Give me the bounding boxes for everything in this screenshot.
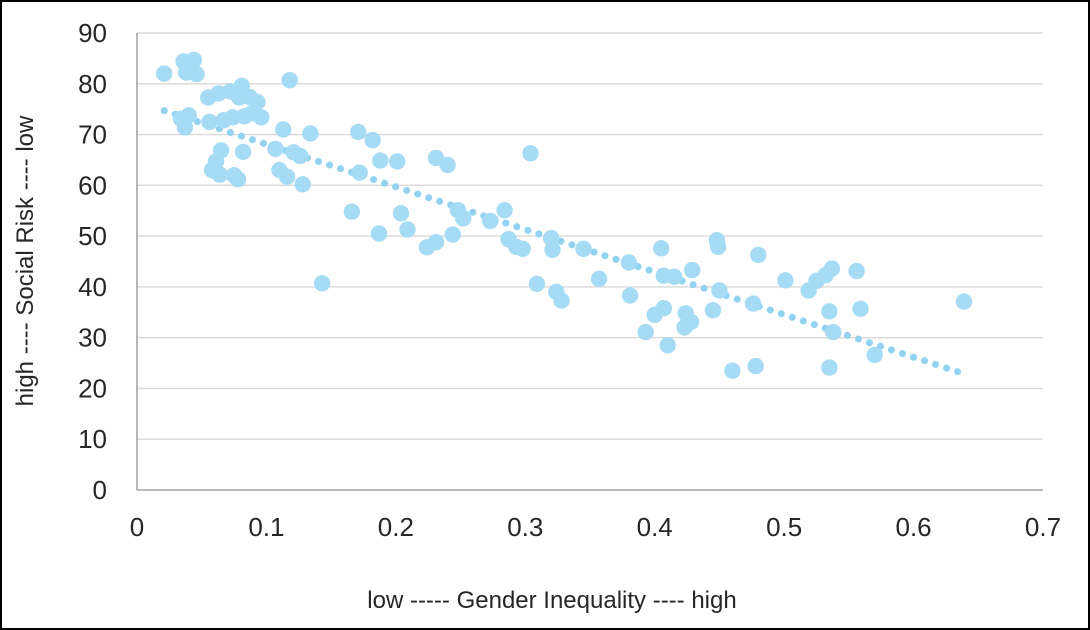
y-tick-label: 0 [93,475,107,505]
x-tick-label: 0.5 [766,512,802,542]
y-tick-label: 50 [78,221,107,251]
data-point [544,241,561,258]
data-point [704,302,722,319]
data-point [825,323,842,341]
gridlines-layer [137,32,1043,440]
data-point [176,119,194,136]
x-tick-label: 0.1 [248,512,284,542]
data-point [823,260,841,277]
data-point [343,203,361,220]
data-point [439,156,456,174]
data-point [553,292,570,309]
data-point [156,65,173,82]
data-point [496,202,513,219]
data-point [364,131,381,149]
data-point [267,140,284,157]
data-point [653,240,670,257]
data-point [392,205,410,222]
data-point [709,238,727,255]
y-tick-label: 30 [78,323,107,353]
data-point [575,240,592,257]
data-point [281,72,298,89]
data-point [659,337,676,354]
data-point [313,275,331,292]
data-point [275,121,292,138]
data-point [201,113,218,131]
data-point [350,123,367,141]
data-point [188,65,205,83]
data-point [253,109,270,126]
x-tick-label: 0.6 [895,512,931,542]
y-tick-label: 10 [78,424,107,454]
data-point [389,153,406,170]
data-point [482,212,499,230]
y-tick-label: 20 [78,373,107,403]
data-point [821,303,838,320]
data-point [522,145,539,162]
data-point [514,240,531,257]
data-point [294,176,311,193]
y-axis-title: high ---- Social Risk ---- low [12,115,39,406]
data-point [777,272,794,289]
data-point [291,147,309,165]
data-point [852,300,869,317]
data-point [866,346,883,364]
data-point [637,323,654,341]
data-point [711,282,728,299]
data-point [229,171,247,188]
x-tick-label: 0.4 [637,512,673,542]
data-point [528,275,546,292]
data-point [955,293,973,310]
data-point [848,262,865,280]
tick-labels-layer: 0 10 20 30 40 50 60 70 80 90 0 0.1 0.2 0.3 0.4 0.5 0.6 0.… [78,18,1061,542]
data-point [444,226,461,243]
data-point [399,221,416,238]
x-tick-label: 0.2 [378,512,414,542]
data-point [278,168,296,185]
y-tick-label: 40 [78,272,107,302]
data-point [211,166,228,183]
data-point [750,246,767,264]
data-point [747,357,764,375]
y-tick-label: 70 [78,120,107,150]
data-point [684,261,701,279]
x-tick-label: 0.7 [1025,512,1061,542]
y-tick-label: 80 [78,69,107,99]
data-point [621,287,639,304]
data-point [455,210,472,227]
data-point [665,268,683,285]
data-point [302,125,319,142]
data-point [370,225,388,242]
data-point [744,295,762,312]
y-tick-label: 90 [78,18,107,48]
data-point [372,152,389,169]
data-point [590,270,608,287]
data-point [427,234,445,251]
x-tick-label: 0.3 [507,512,543,542]
axes-layer [136,33,1043,491]
y-tick-label: 60 [78,170,107,200]
data-point [234,143,252,160]
data-point [724,362,741,379]
data-point [821,359,838,376]
data-point [676,319,693,336]
data-point [185,51,203,69]
x-tick-label: 0 [130,512,144,542]
x-axis-title: low ----- Gender Inequality ---- high [367,587,736,614]
data-point [351,164,368,181]
data-points-layer [156,51,973,379]
data-point [655,300,672,317]
data-point [620,254,637,271]
